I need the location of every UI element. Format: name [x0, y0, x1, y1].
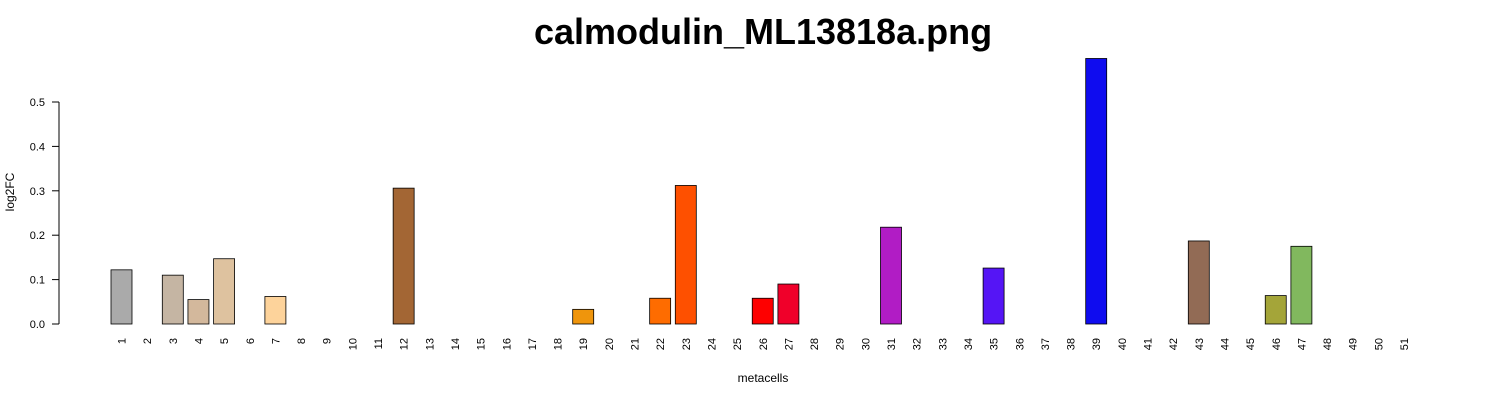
x-tick-label: 18 — [553, 338, 565, 350]
y-tick-label: 0.4 — [30, 141, 45, 153]
x-tick-label: 44 — [1219, 338, 1231, 350]
y-axis: 0.0 0.1 0.2 0.3 0.4 0.5 — [30, 97, 60, 331]
x-tick-label: 26 — [758, 338, 770, 350]
x-tick-label: 4 — [193, 338, 205, 344]
x-tick-label: 22 — [655, 338, 667, 350]
bar-metacell-4 — [187, 299, 210, 325]
x-tick-label: 20 — [604, 338, 616, 350]
x-tick-label: 12 — [399, 338, 411, 350]
x-tick-label: 27 — [783, 338, 795, 350]
x-tick-label: 36 — [1014, 338, 1026, 350]
x-tick-label: 35 — [989, 338, 1001, 350]
x-tick-label: 3 — [168, 338, 180, 344]
x-tick-label: 25 — [732, 338, 744, 350]
x-tick-label: 46 — [1271, 338, 1283, 350]
x-tick-label: 10 — [347, 338, 359, 350]
x-tick-label: 48 — [1322, 338, 1334, 350]
x-tick-label: 33 — [937, 338, 949, 350]
x-tick-label: 50 — [1373, 338, 1385, 350]
x-tick-label: 39 — [1091, 338, 1103, 350]
x-tick-label: 28 — [809, 338, 821, 350]
bar-metacell-22 — [649, 297, 672, 325]
bar-metacell-27 — [777, 283, 800, 325]
x-tick-label: 5 — [219, 338, 231, 344]
x-tick-labels: 1 2 3 4 5 6 7 8 9 10 11 12 13 14 15 16 17 18 19 20 21 22 23 24 2… — [117, 338, 1412, 350]
bar-metacell-3 — [161, 274, 184, 325]
x-tick-label: 37 — [1040, 338, 1052, 350]
y-tick-label: 0.1 — [30, 275, 45, 287]
x-tick-label: 16 — [501, 338, 513, 350]
x-tick-label: 34 — [963, 338, 975, 350]
x-tick-label: 43 — [1194, 338, 1206, 350]
x-tick-label: 51 — [1399, 338, 1411, 350]
x-tick-label: 9 — [322, 338, 334, 344]
x-tick-label: 13 — [424, 338, 436, 350]
y-tick-label: 0.2 — [30, 230, 45, 242]
bar-metacell-43 — [1187, 240, 1210, 325]
x-tick-label: 32 — [912, 338, 924, 350]
x-tick-label: 30 — [860, 338, 872, 350]
x-tick-label: 49 — [1348, 338, 1360, 350]
bar-metacell-39 — [1085, 58, 1108, 325]
x-tick-label: 38 — [1066, 338, 1078, 350]
x-tick-label: 29 — [835, 338, 847, 350]
bars-group — [110, 58, 1313, 325]
bar-metacell-19 — [572, 308, 595, 325]
y-axis-label: log2FC — [3, 172, 17, 211]
y-tick-label: 0.0 — [30, 319, 45, 331]
x-tick-label: 6 — [245, 338, 257, 344]
x-tick-label: 19 — [578, 338, 590, 350]
x-tick-label: 31 — [886, 338, 898, 350]
x-tick-label: 45 — [1245, 338, 1257, 350]
x-tick-label: 41 — [1143, 338, 1155, 350]
bar-metacell-46 — [1264, 295, 1287, 325]
x-tick-label: 7 — [270, 338, 282, 344]
x-tick-label: 15 — [476, 338, 488, 350]
bar-metacell-35 — [982, 267, 1005, 325]
x-tick-label: 24 — [706, 338, 718, 350]
x-tick-label: 11 — [373, 338, 385, 349]
chart-title: calmodulin_ML13818a.png — [534, 11, 992, 52]
bar-metacell-31 — [880, 226, 902, 325]
bar-metacell-26 — [751, 297, 774, 325]
x-tick-label: 42 — [1168, 338, 1180, 350]
x-tick-label: 47 — [1296, 338, 1308, 350]
x-tick-label: 23 — [681, 338, 693, 350]
x-tick-label: 17 — [527, 338, 539, 350]
x-tick-label: 14 — [450, 338, 462, 350]
x-tick-label: 8 — [296, 338, 308, 344]
bar-metacell-1 — [110, 269, 133, 325]
x-tick-label: 21 — [630, 338, 642, 350]
x-tick-label: 40 — [1117, 338, 1129, 350]
x-axis-label: metacells — [738, 371, 789, 385]
x-tick-label: 2 — [142, 338, 154, 344]
bar-metacell-12 — [392, 187, 415, 325]
bar-metacell-47 — [1290, 245, 1313, 325]
bar-metacell-7 — [264, 296, 287, 325]
y-tick-label: 0.5 — [30, 97, 45, 109]
bar-metacell-5 — [213, 258, 236, 325]
bar-metacell-23 — [674, 185, 697, 325]
x-tick-label: 1 — [117, 338, 129, 344]
y-tick-label: 0.3 — [30, 186, 45, 198]
